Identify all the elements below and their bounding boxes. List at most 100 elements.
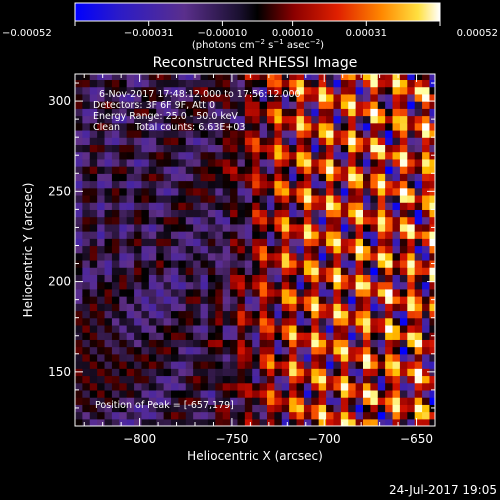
heatmap-cell	[422, 353, 431, 362]
heatmap-cell	[207, 108, 216, 117]
heatmap-cell	[237, 281, 246, 290]
heatmap-cell	[377, 166, 386, 174]
heatmap-cell	[207, 137, 216, 145]
heatmap-cell	[82, 389, 91, 398]
heatmap-cell	[377, 202, 386, 210]
heatmap-cell	[126, 411, 135, 420]
heatmap-cell	[348, 144, 357, 153]
heatmap-cell	[259, 418, 268, 426]
heatmap-cell	[156, 216, 165, 225]
heatmap-cell	[200, 296, 209, 304]
heatmap-cell	[207, 281, 216, 290]
heatmap-cell	[274, 166, 283, 174]
heatmap-cell	[97, 339, 106, 348]
heatmap-cell	[399, 281, 408, 290]
heatmap-cell	[370, 404, 379, 413]
heatmap-cell	[318, 180, 327, 189]
heatmap-cell	[326, 129, 335, 138]
heatmap-cell	[340, 187, 349, 196]
heatmap-cell	[296, 79, 305, 88]
heatmap-cell	[377, 129, 386, 138]
heatmap-cell	[200, 108, 209, 117]
heatmap-cell	[230, 324, 239, 333]
heatmap-cell	[230, 245, 239, 254]
heatmap-cell	[355, 303, 364, 312]
heatmap-cell	[399, 137, 408, 145]
heatmap-cell	[252, 252, 261, 261]
heatmap-cell	[193, 361, 202, 369]
heatmap-cell	[363, 108, 371, 117]
heatmap-cell	[318, 238, 327, 247]
heatmap-cell	[97, 375, 106, 384]
heatmap-cell	[134, 267, 143, 275]
heatmap-cell	[267, 303, 275, 312]
heatmap-cell	[244, 173, 253, 182]
heatmap-cell	[267, 382, 275, 391]
heatmap-cell	[407, 404, 416, 413]
heatmap-cell	[178, 274, 187, 283]
heatmap-cell	[104, 209, 113, 218]
heatmap-cell	[296, 129, 305, 138]
heatmap-cell	[385, 296, 394, 304]
heatmap-cell	[370, 216, 379, 225]
heatmap-cell	[259, 375, 268, 384]
heatmap-cell	[259, 346, 268, 355]
heatmap-cell	[363, 79, 371, 88]
heatmap-cell	[104, 332, 113, 340]
heatmap-cell	[230, 202, 239, 210]
heatmap-cell	[392, 187, 401, 196]
heatmap-cell	[215, 368, 224, 377]
heatmap-cell	[303, 93, 312, 102]
heatmap-cell	[303, 303, 312, 312]
heatmap-cell	[281, 324, 290, 333]
heatmap-cell	[274, 259, 283, 268]
heatmap-cell	[119, 281, 128, 290]
heatmap-cell	[363, 339, 371, 348]
heatmap-cell	[355, 180, 364, 189]
heatmap-cell	[222, 144, 231, 153]
heatmap-cell	[385, 418, 394, 426]
heatmap-cell	[75, 101, 83, 109]
heatmap-cell	[119, 108, 128, 117]
heatmap-cell	[363, 173, 371, 182]
heatmap-cell	[289, 86, 298, 95]
heatmap-cell	[422, 86, 431, 95]
heatmap-cell	[230, 129, 239, 138]
heatmap-cell	[377, 375, 386, 384]
heatmap-cell	[200, 274, 209, 283]
heatmap-cell	[163, 108, 172, 117]
heatmap-cell	[185, 108, 194, 117]
heatmap-cell	[252, 173, 261, 182]
heatmap-cell	[289, 137, 298, 145]
heatmap-cell	[289, 180, 298, 189]
heatmap-cell	[82, 86, 91, 95]
heatmap-cell	[111, 245, 120, 254]
heatmap-cell	[156, 166, 165, 174]
heatmap-cell	[311, 368, 320, 377]
heatmap-cell	[119, 158, 128, 167]
heatmap-cell	[75, 74, 83, 81]
heatmap-cell	[318, 310, 327, 319]
heatmap-cell	[82, 108, 91, 117]
heatmap-cell	[237, 274, 246, 283]
heatmap-cell	[422, 332, 431, 340]
heatmap-cell	[414, 93, 423, 102]
heatmap-cell	[392, 238, 401, 247]
heatmap-cell	[318, 288, 327, 297]
heatmap-cell	[281, 101, 290, 109]
heatmap-cell	[193, 144, 202, 153]
heatmap-cell	[377, 180, 386, 189]
heatmap-cell	[141, 361, 150, 369]
heatmap-cell	[156, 137, 165, 145]
heatmap-cell	[111, 151, 120, 160]
heatmap-cell	[119, 166, 128, 174]
heatmap-cell	[148, 324, 157, 333]
heatmap-cell	[303, 158, 312, 167]
heatmap-cell	[363, 180, 371, 189]
heatmap-cell	[267, 86, 275, 95]
heatmap-cell	[134, 317, 143, 326]
heatmap-cell	[392, 397, 401, 405]
heatmap-cell	[414, 101, 423, 109]
heatmap-cell	[185, 115, 194, 124]
heatmap-cell	[148, 418, 157, 426]
